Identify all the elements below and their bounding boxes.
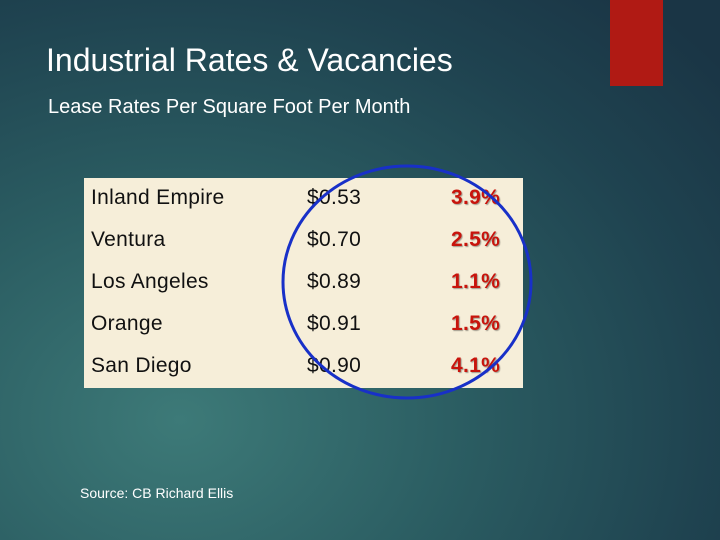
- lease-rate: $0.53: [307, 186, 362, 209]
- table-row: Orange $0.91 1.5%: [84, 304, 523, 346]
- rates-table: Inland Empire $0.53 3.9% Ventura $0.70 2.5% Lo…: [84, 178, 523, 388]
- lease-rate: $0.90: [307, 354, 362, 377]
- table-row: Ventura $0.70 2.5%: [84, 220, 523, 262]
- vacancy-rate: 1.1%: [451, 270, 501, 293]
- lease-rate: $0.89: [307, 270, 362, 293]
- vacancy-rate: 2.5%: [451, 228, 501, 251]
- source-note: Source: CB Richard Ellis: [80, 485, 234, 501]
- title: Industrial Rates & Vacancies: [46, 42, 453, 78]
- lease-rate: $0.91: [307, 312, 362, 335]
- vacancy-rate: 4.1%: [451, 354, 501, 377]
- region: Ventura: [91, 228, 166, 251]
- region: Inland Empire: [91, 186, 225, 209]
- table-row: Los Angeles $0.89 1.1%: [84, 262, 523, 304]
- table-row: San Diego $0.90 4.1%: [84, 346, 523, 388]
- region: Orange: [91, 312, 163, 335]
- accent-block: [610, 0, 663, 86]
- vacancy-rate: 1.5%: [451, 312, 501, 335]
- table-row: Inland Empire $0.53 3.9%: [84, 178, 523, 220]
- subtitle: Lease Rates Per Square Foot Per Month: [48, 96, 411, 118]
- vacancy-rate: 3.9%: [451, 186, 501, 209]
- lease-rate: $0.70: [307, 228, 362, 251]
- region: Los Angeles: [91, 270, 209, 293]
- region: San Diego: [91, 354, 192, 377]
